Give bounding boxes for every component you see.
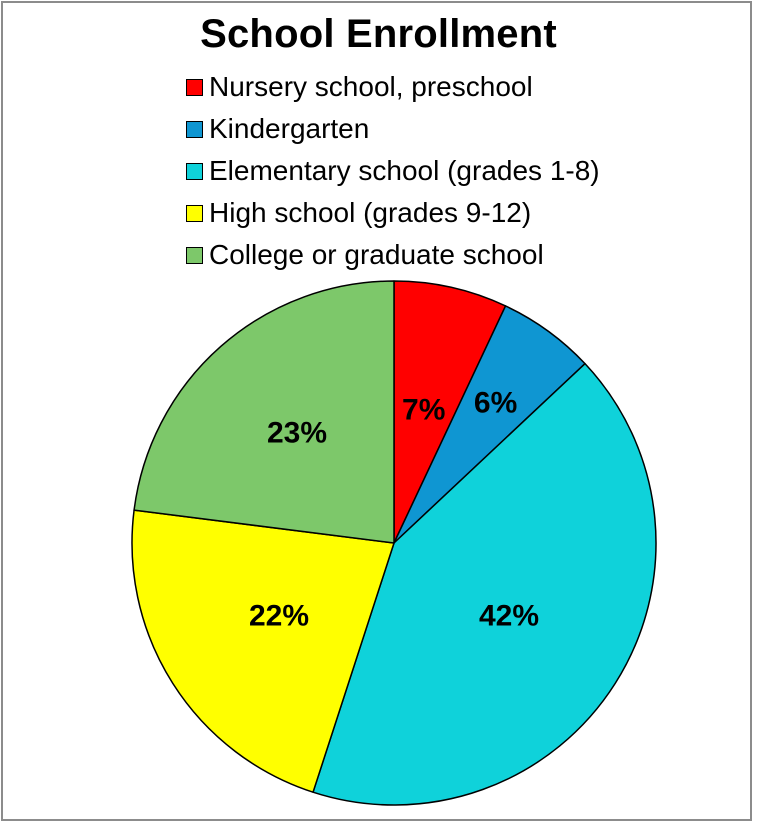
data-label-elementary: 42%	[479, 600, 539, 633]
legend-swatch-nursery	[186, 78, 203, 96]
pie-labels: 7% 6% 42% 22% 23%	[249, 387, 539, 633]
data-label-kindergarten: 6%	[474, 387, 517, 420]
legend-label-high-school: High school (grades 9-12)	[209, 197, 532, 228]
pie-slice-college	[133, 280, 395, 544]
legend-label-elementary: Elementary school (grades 1-8)	[209, 155, 600, 186]
legend-swatch-college	[186, 246, 203, 264]
legend-item-elementary: Elementary school (grades 1-8)	[186, 150, 600, 192]
chart-title: School Enrollment	[200, 12, 557, 56]
chart-legend: Nursery school, preschool Kindergarten E…	[186, 66, 600, 276]
legend-swatch-high-school	[186, 204, 203, 222]
pie-slice-elementary	[312, 362, 657, 806]
legend-item-kindergarten: Kindergarten	[186, 108, 600, 150]
legend-label-college: College or graduate school	[209, 239, 544, 270]
pie-slice-high-school	[131, 509, 395, 793]
data-label-college: 23%	[267, 416, 327, 449]
data-label-nursery: 7%	[402, 394, 445, 427]
legend-swatch-elementary	[186, 162, 203, 180]
legend-label-nursery: Nursery school, preschool	[209, 71, 533, 102]
pie-slice-nursery	[393, 280, 507, 544]
legend-swatch-kindergarten	[186, 120, 203, 138]
legend-label-kindergarten: Kindergarten	[209, 113, 370, 144]
data-label-high-school: 22%	[249, 600, 309, 633]
legend-item-college: College or graduate school	[186, 234, 600, 276]
pie-slices	[131, 280, 657, 806]
legend-item-high-school: High school (grades 9-12)	[186, 192, 600, 234]
legend-item-nursery: Nursery school, preschool	[186, 66, 600, 108]
